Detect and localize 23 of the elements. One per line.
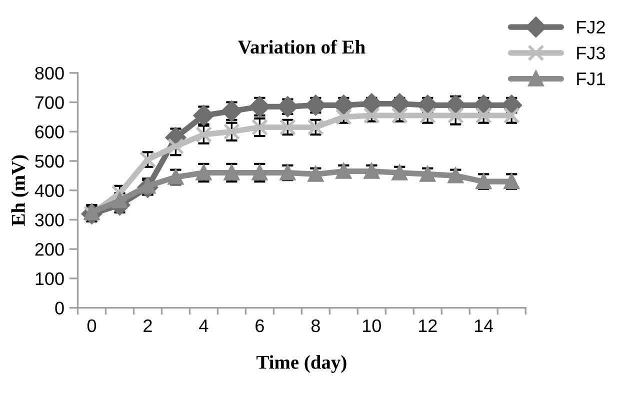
- y-tick-label: 500: [35, 154, 64, 168]
- x-axis-title: Time (day): [256, 355, 346, 373]
- x-tick-label: 4: [199, 320, 208, 332]
- y-tick-label: 800: [35, 66, 64, 80]
- y-axis-title: Eh (mV): [11, 155, 29, 226]
- legend-label: FJ3: [577, 46, 605, 60]
- x-tick-label: 0: [87, 319, 96, 332]
- x-tick-label: 14: [474, 320, 494, 332]
- y-tick-label: 100: [36, 272, 64, 286]
- y-tick-label: 400: [34, 184, 64, 198]
- y-tick-label: 300: [35, 214, 64, 226]
- legend-label: FJ2: [577, 20, 605, 34]
- x-tick-label: 10: [362, 319, 381, 332]
- y-tick-label: 600: [35, 126, 64, 138]
- x-tick-label: 8: [311, 319, 320, 332]
- x-tick-label: 6: [256, 319, 264, 332]
- x-tick-label: 2: [144, 319, 152, 332]
- y-tick-label: 200: [35, 243, 64, 256]
- legend-label: FJ1: [577, 72, 605, 86]
- y-tick-label: 0: [55, 302, 64, 315]
- y-tick-label: 700: [35, 96, 64, 109]
- chart-title: Variation of Eh: [238, 40, 366, 54]
- x-tick-label: 12: [418, 319, 437, 332]
